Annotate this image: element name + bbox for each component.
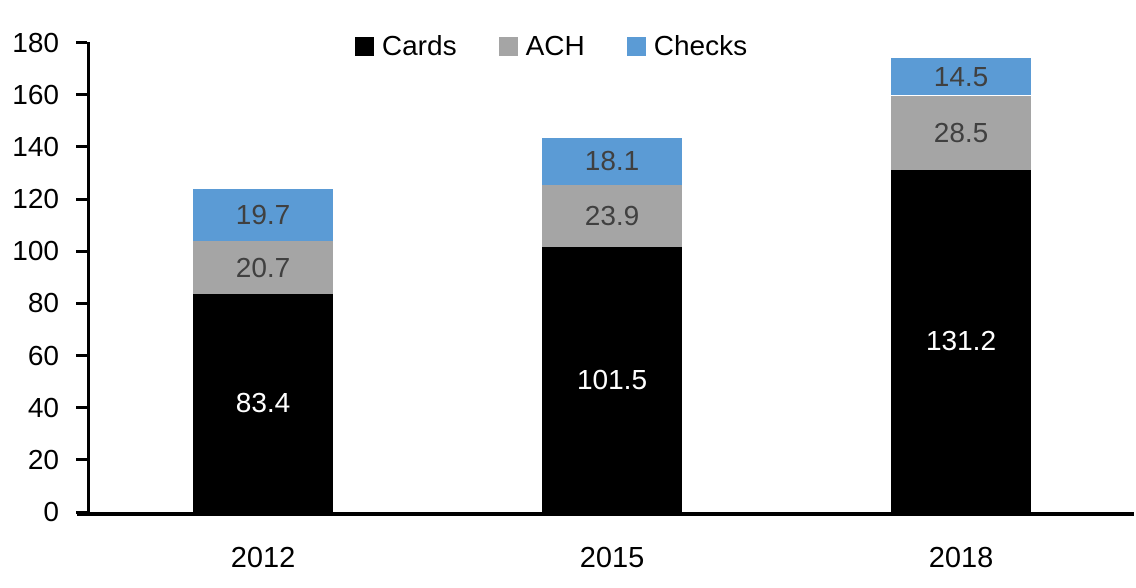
legend-item: Checks bbox=[626, 30, 748, 61]
bar-value-label: 23.9 bbox=[584, 200, 640, 232]
legend-swatch-icon bbox=[354, 36, 374, 56]
bar-segment bbox=[542, 247, 682, 512]
bar-segment bbox=[193, 240, 333, 295]
y-axis-tick-label: 20 bbox=[27, 443, 59, 475]
bar-segment bbox=[891, 95, 1031, 170]
y-axis-tick bbox=[76, 93, 87, 97]
bar-value-label: 101.5 bbox=[576, 363, 648, 395]
legend-label: Cards bbox=[381, 30, 457, 61]
legend-item: Cards bbox=[354, 30, 457, 61]
y-axis-tick-label: 0 bbox=[43, 496, 59, 527]
legend: Cards ACH Checks bbox=[0, 31, 1136, 61]
bar-value-label: 19.7 bbox=[235, 198, 291, 230]
y-axis-tick bbox=[76, 249, 87, 253]
legend-swatch-icon bbox=[626, 36, 646, 56]
x-axis-line bbox=[77, 512, 1134, 516]
y-axis-tick-label: 100 bbox=[12, 235, 59, 267]
bar-segment bbox=[891, 57, 1031, 96]
bar-segment bbox=[542, 184, 682, 248]
y-axis-tick-label: 140 bbox=[12, 130, 59, 162]
y-axis-tick bbox=[76, 197, 87, 201]
bar-value-label: 131.2 bbox=[925, 324, 997, 356]
bar-value-label: 18.1 bbox=[584, 145, 640, 177]
legend-label: ACH bbox=[525, 30, 585, 61]
y-axis-tick-label: 180 bbox=[12, 26, 59, 58]
y-axis-tick bbox=[76, 41, 87, 45]
x-axis-label: 2018 bbox=[928, 542, 994, 574]
y-axis-line bbox=[87, 42, 90, 516]
legend-item: ACH bbox=[498, 30, 585, 61]
bar-segment bbox=[542, 137, 682, 185]
bar-value-label: 28.5 bbox=[933, 116, 989, 148]
y-axis-tick-label: 40 bbox=[27, 391, 59, 423]
y-axis-tick bbox=[76, 406, 87, 410]
y-axis-tick bbox=[76, 458, 87, 462]
y-axis-tick bbox=[76, 354, 87, 358]
x-axis-label: 2012 bbox=[230, 542, 296, 574]
bar-value-label: 20.7 bbox=[235, 251, 291, 283]
legend-swatch-icon bbox=[498, 36, 518, 56]
bar-segment bbox=[891, 169, 1031, 512]
y-axis-tick bbox=[76, 145, 87, 149]
y-axis-tick-label: 160 bbox=[12, 78, 59, 110]
y-axis-tick-label: 60 bbox=[27, 339, 59, 371]
bar-value-label: 14.5 bbox=[933, 60, 989, 92]
y-axis-tick bbox=[76, 301, 87, 305]
bar-segment bbox=[193, 189, 333, 241]
bar-segment bbox=[193, 294, 333, 512]
legend-label: Checks bbox=[653, 30, 748, 61]
y-axis-tick-label: 120 bbox=[12, 183, 59, 215]
y-axis-tick-label: 80 bbox=[27, 287, 59, 319]
y-axis-tick bbox=[76, 510, 87, 514]
bar-value-label: 83.4 bbox=[235, 387, 291, 419]
x-axis-label: 2015 bbox=[579, 542, 645, 574]
